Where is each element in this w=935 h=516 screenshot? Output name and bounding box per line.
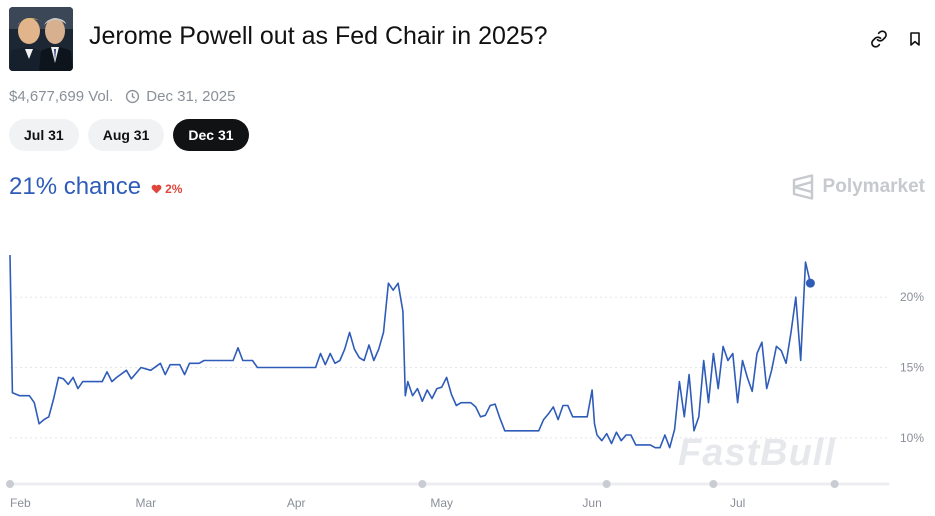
clock-icon (125, 89, 140, 104)
range-handle (830, 480, 839, 488)
heart-down-icon (151, 184, 162, 194)
bookmark-icon (910, 32, 920, 46)
probability-chart[interactable]: 10% 15% 20% Feb Mar Apr May Jun Jul (0, 240, 935, 516)
probability-display: 21% chance 2% (9, 173, 182, 201)
x-tick-label: Jun (582, 496, 601, 510)
portrait-photo-icon (9, 7, 73, 71)
x-tick-label: May (430, 496, 453, 510)
polymarket-logo-icon (792, 174, 813, 200)
volume-text: $4,677,699 Vol. (9, 88, 114, 105)
brand-name: Polymarket (822, 176, 925, 197)
tab-jul-31[interactable]: Jul 31 (9, 119, 79, 151)
tab-dec-31[interactable]: Dec 31 (173, 119, 249, 151)
current-value-dot (805, 278, 815, 288)
polymarket-brand: Polymarket (791, 174, 925, 200)
x-tick-label: Apr (287, 496, 306, 510)
page-title: Jerome Powell out as Fed Chair in 2025? (89, 22, 548, 50)
range-handle (602, 480, 611, 488)
tab-aug-31[interactable]: Aug 31 (87, 119, 165, 151)
x-tick-label: Mar (135, 496, 156, 510)
y-tick-label: 15% (900, 361, 924, 375)
bookmark-button[interactable] (903, 27, 927, 51)
x-tick-label: Feb (10, 496, 31, 510)
link-icon (871, 30, 887, 48)
market-meta: $4,677,699 Vol. Dec 31, 2025 (9, 88, 236, 105)
range-handle (418, 480, 427, 488)
change-indicator: 2% (151, 182, 182, 196)
market-thumbnail (9, 7, 73, 71)
range-handle (709, 480, 718, 488)
date-tabs: Jul 31 Aug 31 Dec 31 (9, 119, 249, 151)
y-tick-label: 20% (900, 290, 924, 304)
y-tick-label: 10% (900, 431, 924, 445)
change-value: 2% (165, 182, 183, 196)
series-line (9, 254, 812, 449)
copy-link-button[interactable] (867, 27, 891, 51)
end-date-text: Dec 31, 2025 (146, 88, 236, 105)
watermark-text: FastBull (678, 432, 836, 474)
chance-label: 21% chance (9, 173, 142, 200)
x-tick-label: Jul (730, 496, 745, 510)
range-handle (6, 480, 14, 488)
